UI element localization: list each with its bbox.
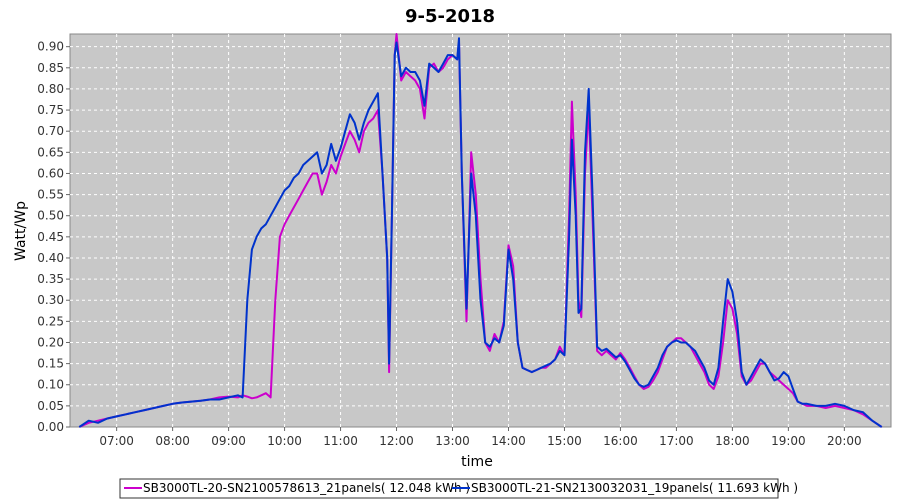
x-tick-label: 15:00 xyxy=(547,434,582,448)
y-tick-label: 0.05 xyxy=(37,399,64,413)
x-tick-label: 11:00 xyxy=(323,434,358,448)
legend-label-2: SB3000TL-21-SN2130032031_19panels( 11.69… xyxy=(471,481,798,495)
x-tick-label: 16:00 xyxy=(603,434,638,448)
x-tick-label: 20:00 xyxy=(827,434,862,448)
x-axis-label: time xyxy=(461,454,493,470)
y-tick-label: 0.65 xyxy=(37,145,64,159)
y-tick-label: 0.50 xyxy=(37,209,64,223)
y-tick-label: 0.90 xyxy=(37,40,64,54)
x-tick-label: 19:00 xyxy=(771,434,806,448)
x-tick-label: 12:00 xyxy=(379,434,414,448)
legend-label-1: SB3000TL-20-SN2100578613_21panels( 12.04… xyxy=(143,481,470,495)
y-tick-label: 0.85 xyxy=(37,61,64,75)
x-tick-label: 17:00 xyxy=(659,434,694,448)
x-tick-label: 10:00 xyxy=(267,434,302,448)
y-tick-label: 0.45 xyxy=(37,230,64,244)
y-tick-label: 0.55 xyxy=(37,188,64,202)
y-tick-label: 0.30 xyxy=(37,293,64,307)
y-tick-label: 0.60 xyxy=(37,166,64,180)
y-tick-label: 0.15 xyxy=(37,357,64,371)
y-axis-ticks: 0.00 0.05 0.10 0.15 0.20 0.25 0.30 0.35 0.40 0.45… xyxy=(37,40,70,434)
x-tick-label: 07:00 xyxy=(99,434,134,448)
y-tick-label: 0.20 xyxy=(37,335,64,349)
x-tick-label: 14:00 xyxy=(491,434,526,448)
x-tick-label: 18:00 xyxy=(715,434,750,448)
grid-lines xyxy=(70,34,891,427)
chart-title: 9-5-2018 xyxy=(405,6,495,27)
y-axis-label: Watt/Wp xyxy=(13,201,29,261)
y-tick-label: 0.25 xyxy=(37,314,64,328)
y-tick-label: 0.00 xyxy=(37,420,64,434)
series-layer xyxy=(78,33,883,428)
y-tick-label: 0.35 xyxy=(37,272,64,286)
series-line-2 xyxy=(78,37,883,428)
y-tick-label: 0.10 xyxy=(37,378,64,392)
y-tick-label: 0.80 xyxy=(37,82,64,96)
y-tick-label: 0.40 xyxy=(37,251,64,265)
legend-box xyxy=(119,478,779,499)
y-tick-label: 0.70 xyxy=(37,124,64,138)
x-tick-label: 13:00 xyxy=(435,434,470,448)
x-axis-ticks: 07:00 08:00 09:00 10:00 11:00 12:00 13:00 14:00… xyxy=(99,427,862,448)
legend: SB3000TL-20-SN2100578613_21panels( 12.04… xyxy=(119,478,798,499)
x-tick-label: 08:00 xyxy=(155,434,190,448)
plot-area xyxy=(69,33,892,428)
x-tick-label: 09:00 xyxy=(211,434,246,448)
y-tick-label: 0.75 xyxy=(37,103,64,117)
